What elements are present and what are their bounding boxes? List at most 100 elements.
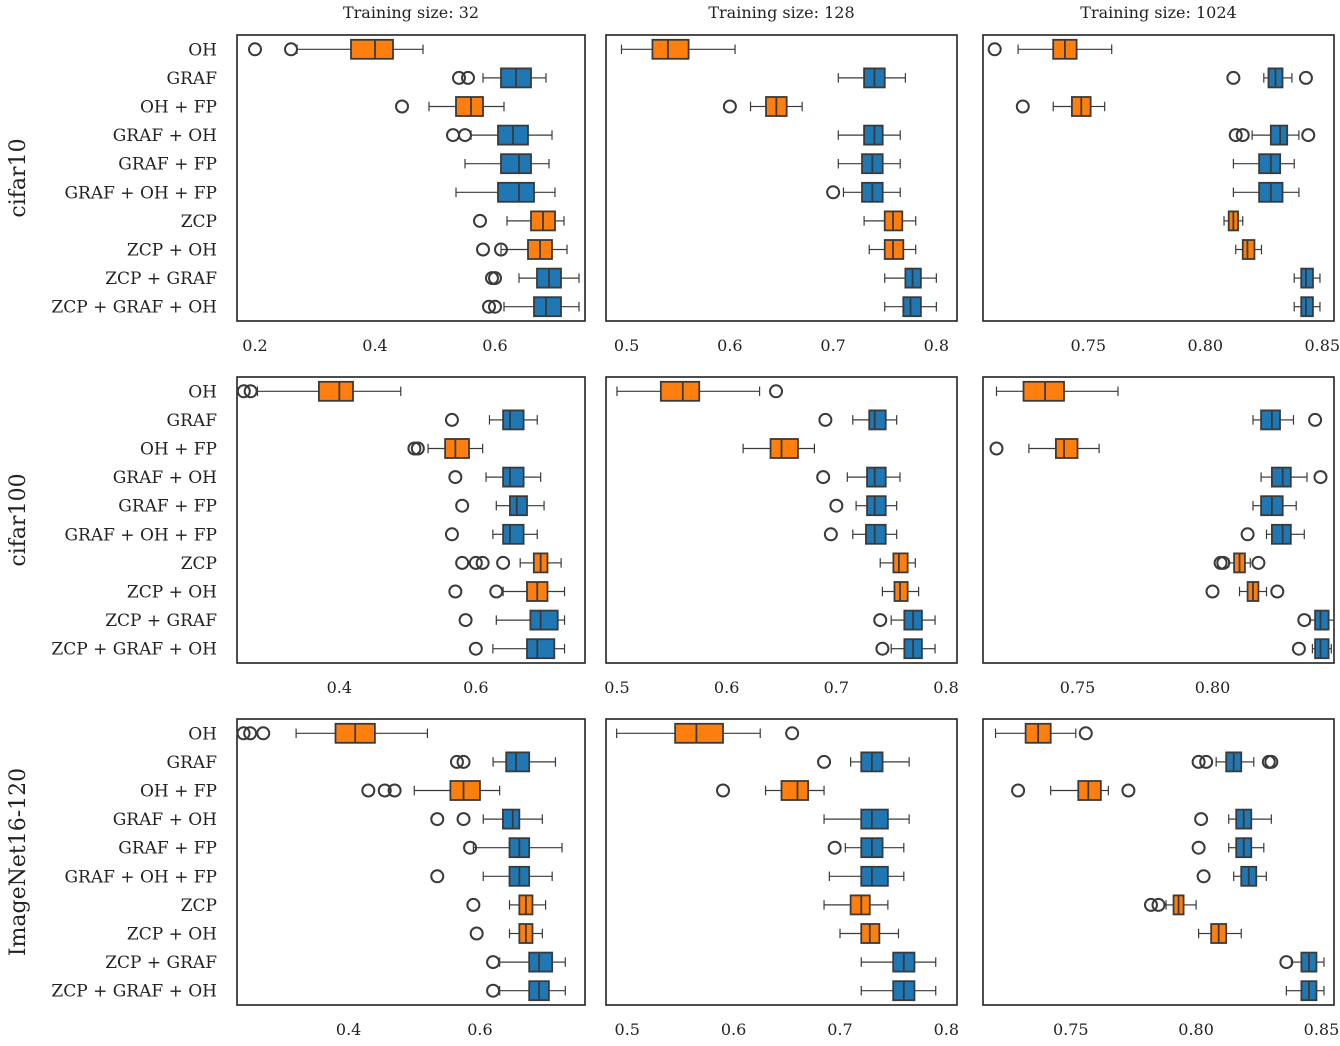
box-group [1293,267,1321,289]
outlier-point [444,527,459,542]
x-tick-label: 0.5 [604,678,629,697]
box-group [466,894,547,916]
box-group [863,210,917,232]
box-group [816,466,901,488]
category-label: ZCP + GRAF + OH [51,982,217,1002]
box-group [722,96,803,117]
outlier-point [1235,128,1250,143]
panel-frame [236,718,586,1006]
category-label: OH + FP [140,782,217,802]
category-label: GRAF [167,411,218,431]
category-label: OH [188,724,217,744]
row-label: cifar100 [6,473,31,566]
category-label: ZCP [181,212,217,232]
box [902,296,922,318]
box [892,552,909,574]
box-group [620,38,736,60]
x-tick-label: 0.8 [924,336,949,355]
box [526,638,556,660]
box-group [1196,865,1267,887]
box [1258,153,1282,175]
box [860,808,889,830]
box-group [1191,837,1265,859]
box-group [826,181,901,203]
box-group [455,495,545,517]
outlier-point [468,641,483,656]
outlier-point [1194,812,1209,827]
box-group [881,581,920,602]
box-group [1260,466,1328,488]
outlier-point [826,185,841,200]
box-group [616,722,800,744]
box [1260,409,1281,431]
outlier-point [488,271,502,286]
x-tick-label: 0.8 [934,1020,959,1039]
panel-frame [605,34,958,322]
panel [982,376,1335,664]
outlier-point [489,584,504,599]
outlier-point [236,384,251,399]
outlier-point [455,555,470,570]
x-tick-label: 0.85 [1304,336,1340,355]
category-label: GRAF + FP [118,155,217,175]
box-group [1235,239,1263,260]
box-group [1011,780,1136,801]
box-group [1213,552,1266,574]
box-group [486,951,566,973]
outlier-point [458,128,472,143]
outlier-point [456,812,471,827]
panel [605,376,958,664]
panel [605,718,958,1006]
outlier-point [461,70,475,85]
x-tick-label: 0.6 [717,336,742,355]
outlier-point [1297,613,1312,628]
box-group [1291,638,1332,660]
box [533,296,562,318]
panel-frame [982,34,1335,322]
category-label: ZCP + GRAF + OH [51,640,217,660]
box [769,438,799,459]
box-group [1279,951,1325,973]
box-group [837,124,901,146]
box-group [860,951,937,973]
category-label: ZCP + OH [127,241,217,261]
box-group [875,638,936,660]
box [455,96,484,117]
x-tick-label: 0.5 [614,336,639,355]
box-group [1297,609,1335,631]
box [1241,239,1256,260]
box-group [1228,124,1316,146]
box [1055,438,1079,459]
outlier-point [446,128,460,143]
x-tick-label: 0.7 [827,1020,852,1039]
outlier-point [410,441,425,456]
box [502,808,521,830]
box [1077,780,1102,801]
outlier-point [1078,726,1093,741]
x-tick-label: 0.4 [336,1020,361,1039]
x-tick-label: 0.75 [1060,678,1096,697]
outlier-point [455,498,470,513]
outlier-point [256,726,271,741]
x-tick-label: 0.6 [721,1020,746,1039]
box-group [444,523,538,545]
outlier-point [458,613,473,628]
box [659,380,701,402]
outlier-point [827,840,842,855]
category-label: OH [188,382,217,402]
outlier-point [1240,527,1255,542]
x-tick-label: 0.8 [933,678,958,697]
outlier-point [816,470,831,485]
category-label: GRAF + FP [118,497,217,517]
category-label: GRAF [167,753,218,773]
x-tick-label: 0.85 [1304,1020,1340,1039]
outlier-point [1308,412,1323,427]
outlier-point [387,783,402,798]
box-group [430,865,553,887]
outlier-point [1313,470,1328,485]
box [893,581,909,602]
box-group [879,552,916,574]
box-group [1232,181,1300,203]
box-group [1285,980,1325,1002]
box-group [458,609,566,631]
